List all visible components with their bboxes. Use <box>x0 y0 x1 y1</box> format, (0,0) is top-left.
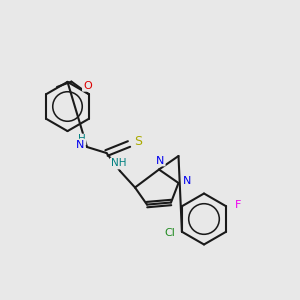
Text: Cl: Cl <box>164 228 175 238</box>
Text: O: O <box>83 81 92 91</box>
Text: N: N <box>76 140 85 150</box>
Text: F: F <box>235 200 241 210</box>
Text: N: N <box>156 155 165 166</box>
Text: N: N <box>183 176 192 187</box>
Text: H: H <box>78 134 86 145</box>
Text: S: S <box>134 135 142 148</box>
Text: NH: NH <box>111 158 126 169</box>
